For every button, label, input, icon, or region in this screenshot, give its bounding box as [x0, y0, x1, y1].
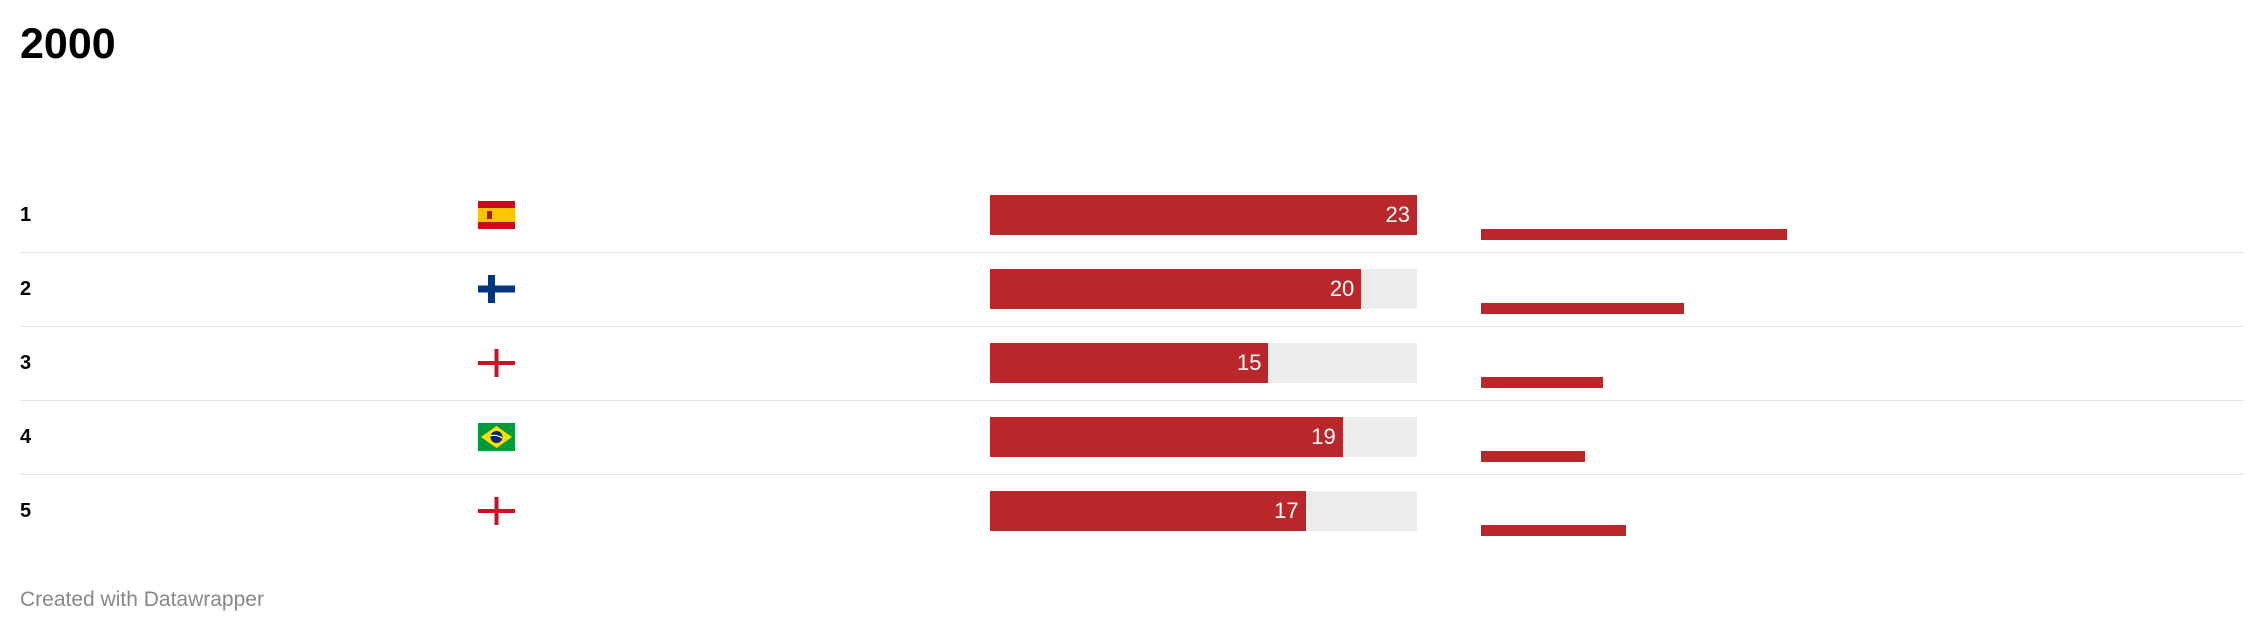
bar-value-label: 23	[1385, 202, 1410, 227]
secondary-bar	[1481, 451, 1586, 462]
bar-track: 23	[990, 195, 1417, 235]
brazil-flag-icon	[478, 423, 515, 451]
rank-label: 1	[20, 204, 32, 226]
table-row: 2 20	[20, 253, 2244, 327]
bar-track: 19	[990, 417, 1417, 457]
bar-value-label: 15	[1236, 350, 1262, 375]
rank-label: 5	[20, 500, 32, 522]
bar-value-label: 17	[1274, 498, 1299, 523]
secondary-bar	[1481, 377, 1604, 388]
bar: 15	[990, 343, 1269, 383]
bar-value-label: 19	[1311, 424, 1336, 449]
secondary-bar	[1481, 229, 1787, 240]
rank-label: 2	[20, 278, 32, 300]
table-row: 1 23	[20, 179, 2244, 253]
table-row: 3 15	[20, 327, 2244, 401]
bar-track: 17	[990, 491, 1417, 531]
bar-track: 15	[990, 343, 1417, 383]
secondary-bar	[1481, 303, 1684, 314]
finland-flag-icon	[478, 275, 515, 303]
bar: 20	[990, 269, 1362, 309]
bar: 19	[990, 417, 1343, 457]
footer-credit: Created with Datawrapper	[20, 588, 264, 611]
england-flag-icon	[478, 349, 515, 377]
table-row: 4 19	[20, 401, 2244, 475]
bar: 17	[990, 491, 1306, 531]
chart-title: 2000	[20, 20, 116, 68]
england-flag-icon	[478, 497, 515, 525]
spain-flag-icon	[478, 201, 515, 229]
ranking-table: 1 23 2 20 3	[20, 179, 2244, 548]
table-row: 5 17	[20, 475, 2244, 548]
secondary-bar	[1481, 525, 1627, 536]
rank-label: 4	[20, 426, 32, 448]
bar-track: 20	[990, 269, 1417, 309]
bar-value-label: 20	[1329, 276, 1355, 301]
bar: 23	[990, 195, 1417, 235]
rank-label: 3	[20, 352, 32, 374]
